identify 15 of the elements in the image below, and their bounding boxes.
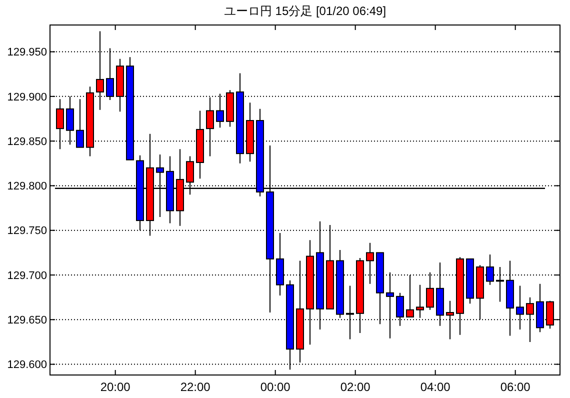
y-tick-label: 129.800 xyxy=(7,180,47,193)
y-tick-label: 129.700 xyxy=(7,270,47,282)
x-tick-label: 04:00 xyxy=(420,380,451,394)
y-tick-label: 129.750 xyxy=(7,225,47,238)
y-tick-label: 129.600 xyxy=(7,359,47,372)
x-tick-label: 20:00 xyxy=(100,380,131,394)
chart-title: ユーロ円 15分足 [01/20 06:49] xyxy=(224,4,386,18)
x-tick-label: 02:00 xyxy=(340,380,371,394)
y-tick-label: 129.900 xyxy=(7,91,47,104)
y-tick-label: 129.950 xyxy=(7,46,47,59)
y-tick-label: 129.650 xyxy=(7,314,47,326)
y-tick-label: 129.850 xyxy=(7,136,47,148)
x-tick-label: 00:00 xyxy=(260,380,291,394)
x-tick-label: 06:00 xyxy=(500,380,531,394)
x-tick-label: 22:00 xyxy=(180,380,211,394)
